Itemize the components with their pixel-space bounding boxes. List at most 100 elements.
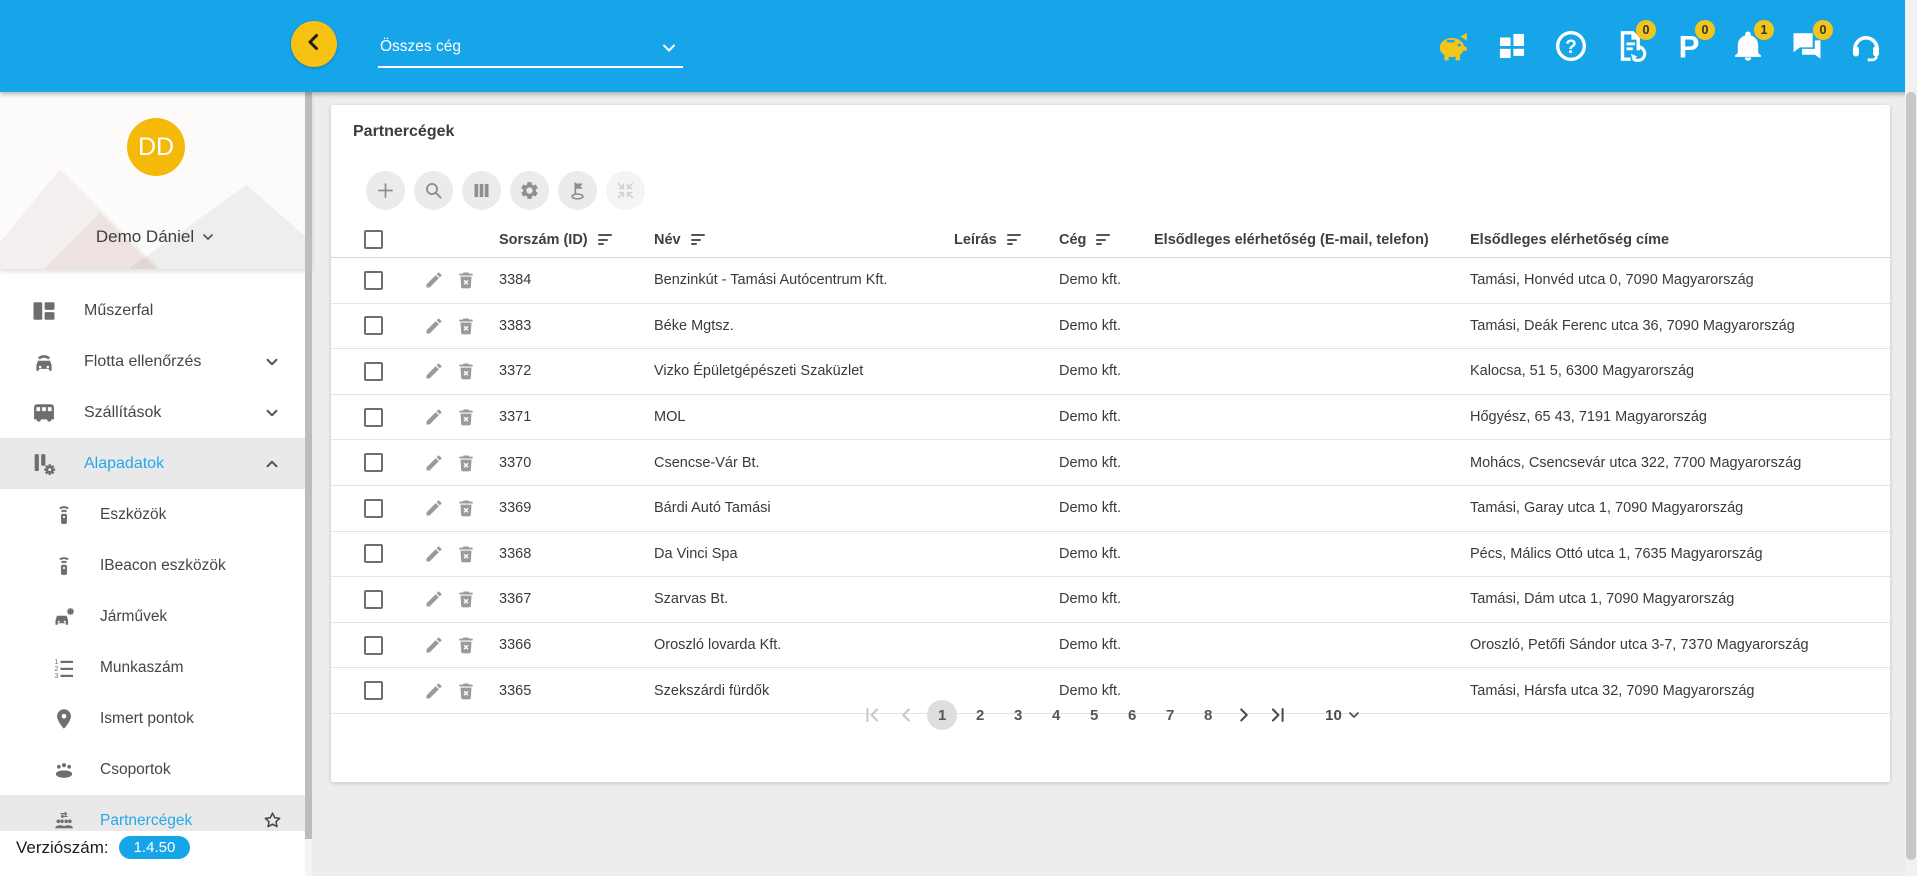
pagination: 1 2 3 4 5 6 7 8 10 (331, 700, 1890, 730)
row-checkbox[interactable] (364, 270, 383, 290)
delete-icon[interactable] (456, 589, 476, 609)
sort-icon[interactable] (1006, 234, 1021, 245)
header-checkbox-cell (364, 230, 424, 249)
column-header: Sorszám (ID) (499, 232, 654, 248)
page-button-8[interactable]: 8 (1203, 706, 1213, 724)
edit-icon[interactable] (424, 270, 444, 290)
column-header-label[interactable]: Leírás (954, 232, 1021, 248)
modules-icon[interactable] (1495, 29, 1529, 63)
row-checkbox[interactable] (364, 635, 383, 655)
delete-icon[interactable] (456, 635, 476, 655)
select-all-checkbox[interactable] (364, 230, 383, 249)
svg-text:1: 1 (55, 659, 59, 666)
page-button-7[interactable]: 7 (1165, 706, 1175, 724)
search-button[interactable] (414, 171, 453, 210)
cell-address: Tamási, Dám utca 1, 7090 Magyarország (1470, 591, 1735, 608)
row-checkbox[interactable] (364, 453, 383, 473)
edit-icon[interactable] (424, 635, 444, 655)
delete-icon[interactable] (456, 407, 476, 427)
delete-icon[interactable] (456, 361, 476, 381)
delete-icon[interactable] (456, 681, 476, 701)
column-header-label[interactable]: Sorszám (ID) (499, 232, 612, 248)
add-button[interactable] (366, 171, 405, 210)
device-icon (52, 554, 76, 578)
edit-icon[interactable] (424, 361, 444, 381)
user-menu[interactable]: Demo Dániel (0, 227, 312, 247)
sidebar-item-szallitasok[interactable]: Szállítások (0, 387, 305, 438)
sidebar-item-muszerfal[interactable]: Műszerfal (0, 285, 305, 336)
sidebar-item-jarmuvek[interactable]: Járművek (0, 591, 305, 642)
sidebar-item-eszkozok[interactable]: Eszközök (0, 489, 305, 540)
cell-company: Demo kft. (1059, 682, 1122, 699)
row-checkbox[interactable] (364, 316, 383, 336)
map-flag-button[interactable] (558, 171, 597, 210)
row-checkbox[interactable] (364, 681, 383, 701)
delete-icon[interactable] (456, 498, 476, 518)
column-header-label[interactable]: Név (654, 232, 705, 248)
edit-icon[interactable] (424, 453, 444, 473)
page-scrollbar[interactable] (1905, 0, 1917, 876)
settings-button[interactable] (510, 171, 549, 210)
row-actions-cell (424, 361, 499, 381)
next-page-button[interactable] (1231, 702, 1257, 728)
edit-icon[interactable] (424, 681, 444, 701)
row-checkbox[interactable] (364, 361, 383, 381)
page-button-5[interactable]: 5 (1089, 706, 1099, 724)
row-checkbox[interactable] (364, 407, 383, 427)
partner-companies-table: Sorszám (ID) Név Leírás Cég Elsődleges elérh… (331, 222, 1890, 714)
sort-icon[interactable] (1096, 234, 1111, 245)
row-checkbox[interactable] (364, 498, 383, 518)
sidebar-item-csoportok[interactable]: Csoportok (0, 744, 305, 795)
notifications-icon[interactable]: 1 (1731, 20, 1774, 63)
row-actions-cell (424, 270, 499, 290)
row-checkbox-cell (364, 681, 424, 701)
table-row: 3370 Csencse-Vár Bt. Demo kft. Mohács, Csen… (331, 440, 1890, 486)
sidebar-item-munkaszam[interactable]: 1 2 3 Munkaszám (0, 642, 305, 693)
support-icon[interactable] (1849, 29, 1883, 63)
delete-icon[interactable] (456, 270, 476, 290)
row-checkbox[interactable] (364, 544, 383, 564)
cell-id: 3368 (499, 545, 532, 562)
company-selector[interactable]: Összes cég (378, 28, 683, 68)
edit-icon[interactable] (424, 407, 444, 427)
page-button-2[interactable]: 2 (975, 706, 985, 724)
sidebar-item-ibeacon-eszkozok[interactable]: IBeacon eszközök (0, 540, 305, 591)
column-header-label[interactable]: Cég (1059, 232, 1111, 248)
sidebar-item-flotta-ellenorzes[interactable]: Flotta ellenőrzés (0, 336, 305, 387)
sidebar-scrollbar[interactable] (305, 92, 312, 876)
piggy-bank-icon[interactable] (1436, 29, 1470, 63)
page-button-6[interactable]: 6 (1127, 706, 1137, 724)
row-checkbox[interactable] (364, 589, 383, 609)
page-size-selector[interactable]: 10 (1325, 707, 1362, 724)
sort-icon[interactable] (690, 234, 705, 245)
row-actions-cell (424, 544, 499, 564)
avatar[interactable]: DD (127, 118, 185, 176)
messages-icon[interactable]: 0 (1790, 20, 1833, 63)
edit-icon[interactable] (424, 544, 444, 564)
sidebar-item-ismert-pontok[interactable]: Ismert pontok (0, 693, 305, 744)
cell-company: Demo kft. (1059, 500, 1122, 517)
edit-icon[interactable] (424, 589, 444, 609)
sort-icon[interactable] (597, 234, 612, 245)
favorite-star-icon[interactable] (262, 810, 283, 831)
page-scrollbar-thumb[interactable] (1906, 92, 1916, 860)
page-button-1[interactable]: 1 (927, 700, 958, 730)
help-icon[interactable]: ? (1554, 29, 1588, 63)
delete-icon[interactable] (456, 316, 476, 336)
edit-icon[interactable] (424, 498, 444, 518)
row-checkbox-cell (364, 453, 424, 473)
edit-icon[interactable] (424, 316, 444, 336)
sidebar-item-alapadatok[interactable]: Alapadatok (0, 438, 305, 489)
page-button-4[interactable]: 4 (1051, 706, 1061, 724)
back-button[interactable] (291, 21, 337, 67)
last-page-button[interactable] (1265, 702, 1291, 728)
sidebar-scrollbar-thumb[interactable] (305, 92, 312, 839)
first-page-button (859, 702, 885, 728)
delete-icon[interactable] (456, 544, 476, 564)
document-sync-icon[interactable]: 0 (1613, 20, 1656, 63)
columns-button[interactable] (462, 171, 501, 210)
partner-companies-icon (52, 809, 76, 833)
delete-icon[interactable] (456, 453, 476, 473)
page-button-3[interactable]: 3 (1013, 706, 1023, 724)
